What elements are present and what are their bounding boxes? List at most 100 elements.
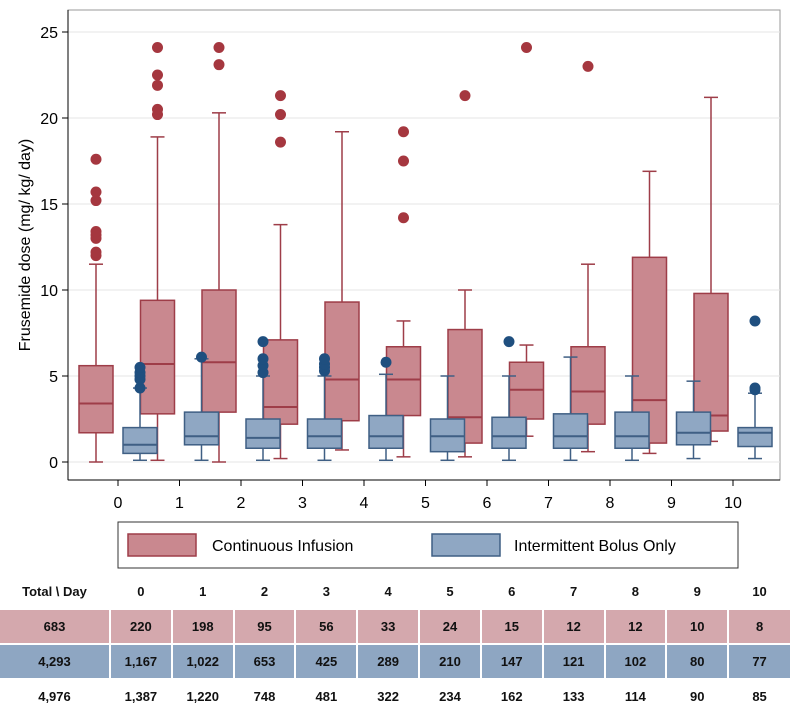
table-cell: 4,976 <box>0 679 111 713</box>
table-cell: 210 <box>419 644 482 680</box>
table-header-row: Total \ Day 0 1 2 3 4 5 6 7 8 9 10 <box>0 575 790 609</box>
x-tick-label: 5 <box>421 495 430 512</box>
table-cell: 8 <box>728 608 790 645</box>
y-tick-label: 5 <box>49 369 58 386</box>
outlier-point <box>152 69 163 81</box>
table-header-cell: 4 <box>357 575 421 609</box>
table-cell: 33 <box>357 608 421 645</box>
x-tick-label: 7 <box>544 495 553 512</box>
box-iqr <box>552 413 589 449</box>
table-cell: 289 <box>357 644 421 680</box>
outlier-point <box>749 315 761 327</box>
table-cell: 102 <box>604 644 668 680</box>
box-iqr <box>693 292 729 432</box>
table-cell: 12 <box>604 608 668 645</box>
outlier-point <box>749 382 761 394</box>
table-cell: 10 <box>666 608 730 645</box>
table-cell: 121 <box>542 644 606 680</box>
table-header-cell: 8 <box>604 575 668 609</box>
table-row-continuous-infusion: 683 220 198 95 56 33 24 15 12 12 10 8 <box>0 608 790 645</box>
box-iqr <box>368 414 404 449</box>
x-tick-label: 10 <box>724 495 742 512</box>
table-cell: 1,387 <box>110 679 173 713</box>
box-iqr <box>201 289 237 413</box>
table-cell: 198 <box>171 608 235 645</box>
outlier-point <box>213 41 225 53</box>
table-header-cell: 3 <box>295 575 359 609</box>
outlier-point <box>398 212 409 224</box>
outlier-point <box>380 356 392 368</box>
box-iqr <box>491 416 527 449</box>
table-cell: 80 <box>666 644 730 680</box>
table-cell: 15 <box>480 608 544 645</box>
table-cell: 162 <box>480 679 544 713</box>
outlier-point <box>521 41 532 53</box>
table-cell: 234 <box>419 679 482 713</box>
outlier-point <box>90 226 102 238</box>
box-series <box>78 41 773 463</box>
table-cell: 85 <box>728 679 790 713</box>
outlier-point <box>90 195 102 207</box>
y-tick-label: 10 <box>40 283 58 300</box>
outlier-point <box>134 382 146 394</box>
table-cell: 114 <box>604 679 668 713</box>
outlier-point <box>90 246 102 258</box>
outlier-point <box>152 41 163 53</box>
outlier-point <box>398 155 409 167</box>
outlier-point <box>275 109 286 121</box>
table-cell: 147 <box>480 644 544 680</box>
y-tick-label: 0 <box>49 455 58 472</box>
table-row-total: 4,976 1,387 1,220 748 481 322 234 162 13… <box>0 679 790 713</box>
box-iqr <box>385 346 422 417</box>
outlier-point <box>90 153 102 165</box>
x-tick-label: 2 <box>237 495 246 512</box>
outlier-point <box>275 136 286 148</box>
x-axis: 0 1 2 3 4 5 6 7 8 9 10 <box>68 479 780 512</box>
table-row-intermittent-bolus: 4,293 1,167 1,022 653 425 289 210 147 12… <box>0 644 790 680</box>
x-tick-label: 3 <box>298 495 307 512</box>
box-iqr <box>306 418 343 449</box>
table-cell: 220 <box>110 608 173 645</box>
outlier-point <box>319 353 330 365</box>
box-iqr <box>614 411 650 449</box>
legend-swatch-bolus <box>431 533 501 557</box>
table-cell: 77 <box>728 644 790 680</box>
legend-label-continuous: Continuous Infusion <box>212 538 353 555</box>
y-axis: 0 5 10 15 20 25 <box>40 10 69 480</box>
outlier-point <box>213 59 225 71</box>
outlier-point <box>582 60 594 72</box>
day-count-table: Total \ Day 0 1 2 3 4 5 6 7 8 9 10 683 2… <box>0 575 790 713</box>
table-cell: 683 <box>0 608 111 645</box>
x-tick-label: 8 <box>606 495 615 512</box>
table-cell: 24 <box>419 608 482 645</box>
table-header-cell: 6 <box>480 575 544 609</box>
box-iqr <box>570 346 606 425</box>
box-iqr <box>737 426 773 448</box>
box-iqr <box>139 299 176 415</box>
table-header-cell: 5 <box>419 575 482 609</box>
box-iqr <box>78 364 114 434</box>
outlier-point <box>275 90 286 102</box>
table-cell: 56 <box>295 608 359 645</box>
series-intermittent-bolus <box>122 315 773 462</box>
x-tick-label: 4 <box>360 495 369 512</box>
outlier-point <box>503 336 515 348</box>
y-tick-label: 25 <box>40 25 58 42</box>
table-header-cell: Total \ Day <box>0 575 111 609</box>
box-iqr <box>122 426 158 455</box>
x-tick-label: 9 <box>667 495 676 512</box>
outlier-point <box>196 351 207 363</box>
x-tick-label: 6 <box>483 495 492 512</box>
legend: Continuous Infusion Intermittent Bolus O… <box>117 521 739 569</box>
table-header-cell: 10 <box>728 575 790 609</box>
x-tick-label: 1 <box>175 495 184 512</box>
y-axis-label: Frusemide dose (mg/ kg/ day) <box>17 139 34 352</box>
table-cell: 322 <box>357 679 421 713</box>
table-cell: 95 <box>233 608 297 645</box>
table-cell: 1,220 <box>171 679 235 713</box>
table-cell: 12 <box>542 608 606 645</box>
y-tick-label: 20 <box>40 111 58 128</box>
table-header-cell: 9 <box>666 575 730 609</box>
table-header-cell: 1 <box>171 575 235 609</box>
